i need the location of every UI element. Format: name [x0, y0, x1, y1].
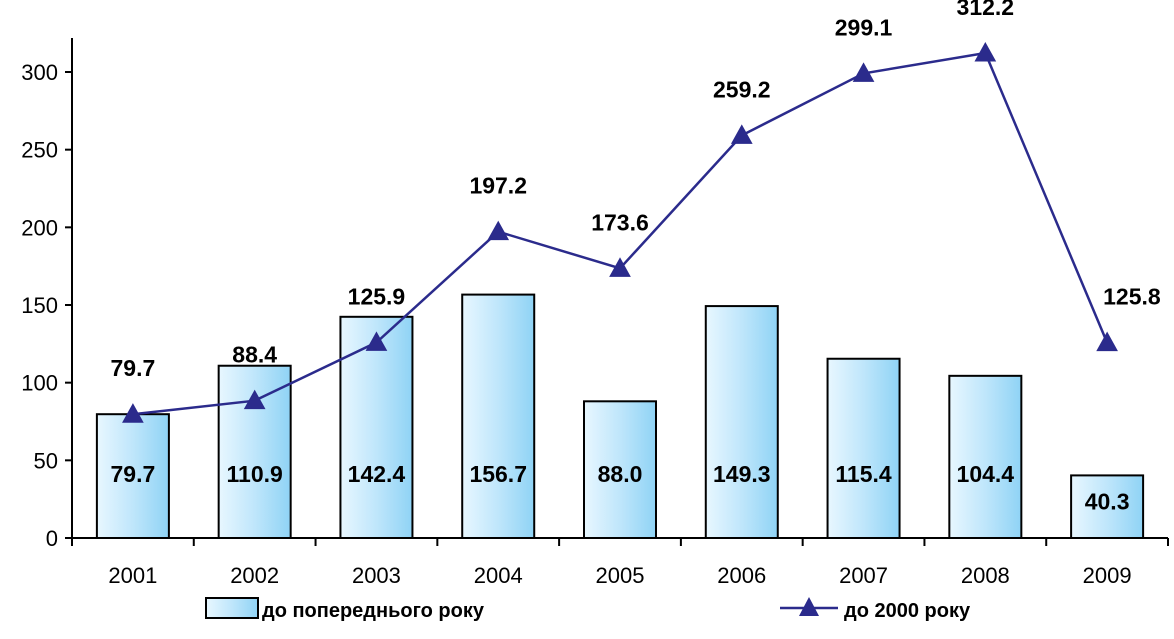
y-tick-label: 150: [21, 293, 58, 318]
y-tick-label: 200: [21, 215, 58, 240]
y-tick-label: 0: [46, 526, 58, 551]
x-tick-label: 2006: [717, 563, 766, 588]
bar-value-label: 79.7: [111, 461, 156, 487]
bar-2008: [948, 374, 1023, 539]
bar-2006: [704, 305, 779, 540]
line-value-label: 299.1: [835, 14, 893, 40]
legend-line-label: до 2000 року: [844, 600, 971, 622]
line-point-2005: [609, 257, 631, 277]
line-value-label: 79.7: [111, 355, 156, 381]
line-value-label: 312.2: [957, 0, 1015, 20]
line-value-label: 125.8: [1103, 284, 1161, 310]
line-point-2001: [122, 403, 144, 423]
x-tick-label: 2003: [352, 563, 401, 588]
legend-bar-swatch: [205, 597, 259, 619]
x-tick-label: 2004: [474, 563, 523, 588]
x-tick-label: 2008: [961, 563, 1010, 588]
bar-value-label: 88.0: [598, 461, 643, 487]
legend-bar-label: до попереднього року: [262, 600, 485, 622]
x-tick-label: 2002: [230, 563, 279, 588]
bar-value-label: 156.7: [469, 461, 527, 487]
legend-line-marker: [799, 597, 819, 616]
bar-value-label: 149.3: [713, 461, 771, 487]
bar-value-label: 110.9: [227, 461, 283, 487]
bar-value-label: 104.4: [957, 461, 1015, 487]
x-tick-label: 2001: [108, 563, 157, 588]
line-point-2009: [1096, 331, 1118, 352]
bar-2004: [461, 293, 536, 539]
line-point-2008: [974, 42, 997, 62]
line-point-2007: [852, 62, 875, 82]
y-tick-label: 250: [21, 138, 58, 163]
line-value-label: 125.9: [348, 283, 406, 309]
bar-2007: [826, 357, 901, 539]
bar-2005: [583, 400, 657, 539]
bar-value-label: 40.3: [1085, 488, 1130, 514]
line-value-label: 88.4: [232, 342, 277, 368]
x-tick-label: 2005: [596, 563, 645, 588]
line-point-2006: [730, 124, 753, 144]
line-point-2003: [365, 331, 388, 351]
line-value-label: 197.2: [469, 173, 527, 199]
y-tick-label: 100: [21, 371, 58, 396]
x-tick-label: 2009: [1083, 563, 1132, 588]
bar-2001: [95, 413, 170, 540]
x-tick-label: 2007: [839, 563, 888, 588]
line-point-2002: [243, 389, 266, 410]
y-tick-label: 50: [34, 448, 58, 473]
line-point-2004: [487, 220, 510, 241]
bar-value-label: 142.4: [348, 461, 406, 487]
bar-value-label: 115.4: [835, 461, 891, 487]
line-value-label: 259.2: [713, 76, 771, 102]
y-tick-label: 300: [21, 60, 58, 85]
line-value-label: 173.6: [591, 209, 649, 235]
